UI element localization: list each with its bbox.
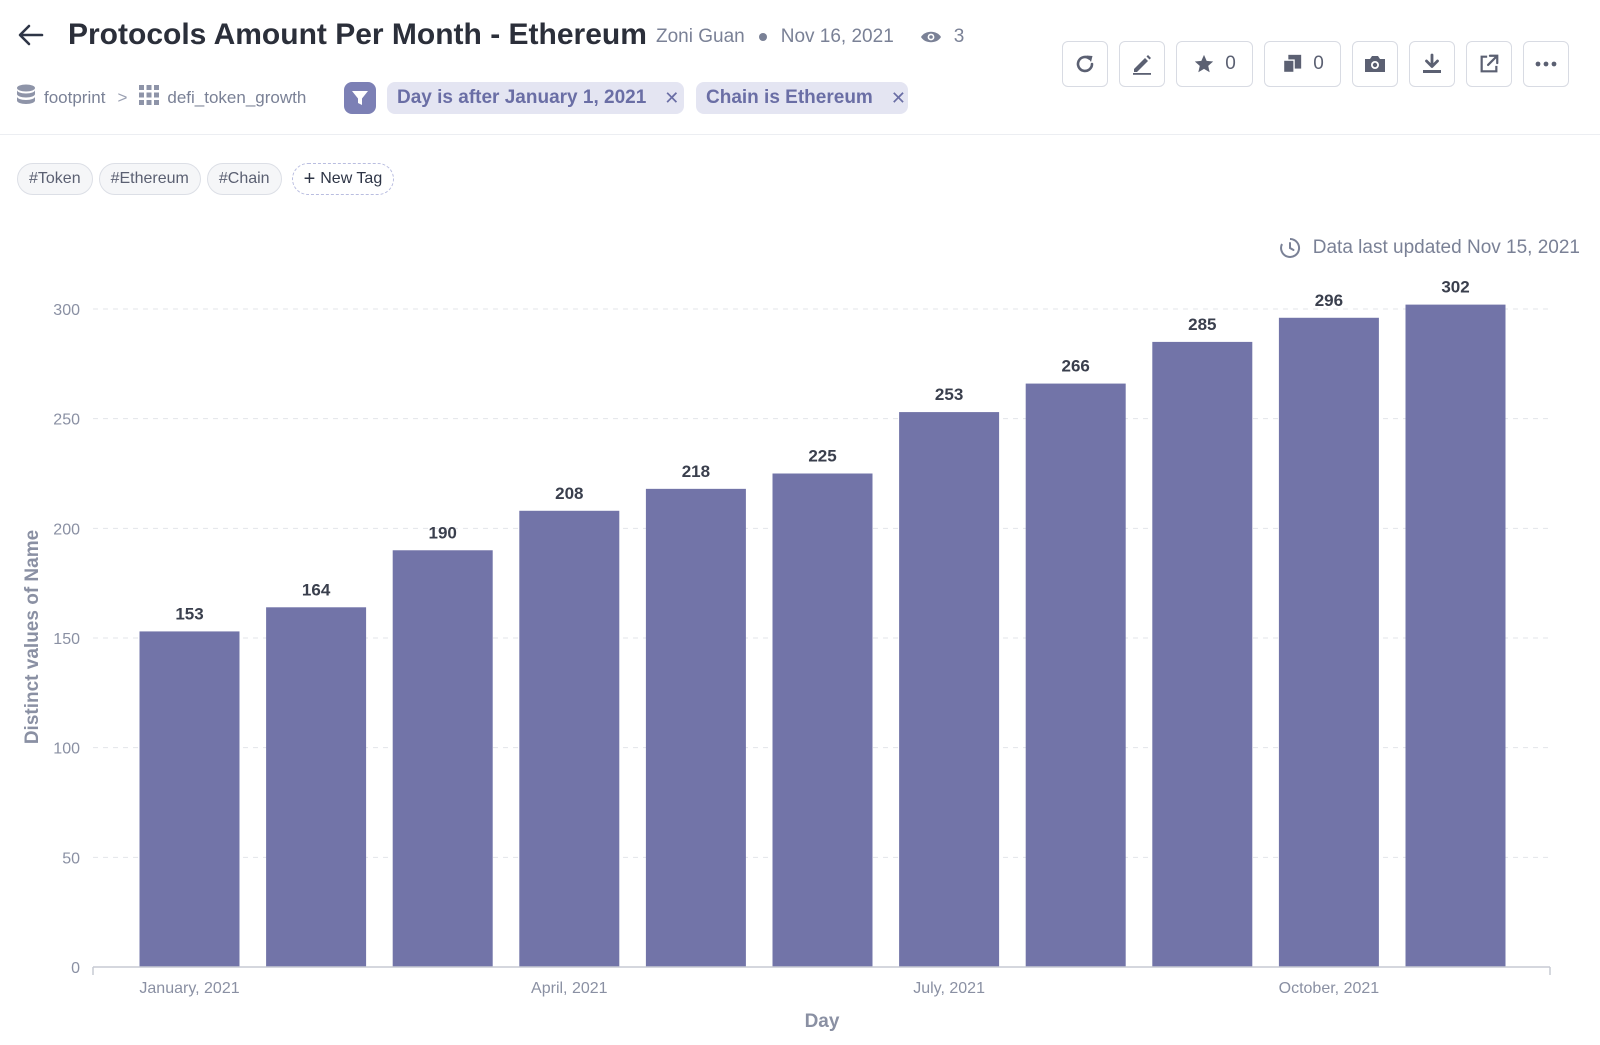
bar [899,412,1000,967]
close-icon[interactable]: ✕ [890,87,906,108]
bar [1405,304,1506,967]
breadcrumb-label: defi_token_growth [167,87,307,107]
y-tick-label: 300 [53,302,80,319]
y-tick-label: 0 [71,960,80,977]
filter-chip-chain[interactable]: Chain is Ethereum ✕ [696,82,908,114]
clock-icon [1279,237,1300,258]
data-label: 164 [302,580,331,599]
breadcrumb-label: footprint [44,87,106,107]
new-tag-label: New Tag [320,170,383,187]
more-options-button[interactable] [1523,41,1569,87]
download-button[interactable] [1409,41,1455,87]
data-label: 190 [429,523,457,542]
x-tick-label: April, 2021 [531,980,608,997]
data-label: 296 [1315,291,1343,310]
y-tick-label: 250 [53,412,80,429]
filter-chip-day[interactable]: Day is after January 1, 2021 ✕ [387,82,684,114]
bar-chart: 0 50 100 150 200 250 300 153 164 190 208 218 225 253 2… [22,278,1551,1032]
y-tick-label: 100 [53,741,80,758]
favorite-button[interactable]: 0 [1176,41,1253,87]
y-tick-label: 150 [53,631,80,648]
breadcrumb-table[interactable]: defi_token_growth [139,85,306,110]
bar [519,510,620,967]
snapshot-button[interactable] [1352,41,1398,87]
pencil-icon [1133,55,1151,75]
data-label: 253 [935,385,963,404]
more-dots-icon [1535,61,1557,67]
grid-icon [139,85,160,110]
download-icon [1423,53,1441,73]
duplicate-count: 0 [1313,53,1324,74]
header: Protocols Amount Per Month - Ethereum Zo… [0,0,1600,135]
camera-icon [1365,56,1385,72]
bar [1278,317,1379,968]
y-tick-label: 50 [62,850,80,867]
filter-icon [352,91,368,105]
edit-button[interactable] [1119,41,1165,87]
data-label: 218 [682,462,710,481]
duplicate-button[interactable]: 0 [1264,41,1341,87]
author-name[interactable]: Zoni Guan [656,26,745,47]
x-tick-label: October, 2021 [1279,980,1380,997]
y-tick-label: 200 [53,521,80,538]
breadcrumb: footprint > defi_token_growth [16,84,306,111]
database-icon [16,84,36,111]
tag-list: #Token #Ethereum #Chain + New Tag [17,163,395,195]
filter-chip-label: Day is after January 1, 2021 [397,87,647,108]
star-icon [1195,54,1214,73]
refresh-icon [1076,55,1094,73]
data-label: 285 [1188,315,1216,334]
tag-chip[interactable]: #Chain [206,163,282,195]
tag-chip[interactable]: #Token [17,163,93,195]
filter-chip-label: Chain is Ethereum [706,87,873,108]
bar [1025,383,1126,967]
plus-icon: + [303,168,316,190]
question-meta: Zoni Guan Nov 16, 2021 3 [656,26,964,48]
tag-chip[interactable]: #Ethereum [98,163,201,195]
page-title: Protocols Amount Per Month - Ethereum [68,18,647,51]
bar [772,473,873,967]
data-label: 225 [808,447,836,466]
new-tag-button[interactable]: + New Tag [291,163,395,195]
data-label: 266 [1062,357,1090,376]
external-link-icon [1480,54,1499,73]
view-count: 3 [953,26,965,47]
x-tick-label: July, 2021 [913,980,985,997]
bar [645,488,746,967]
open-external-button[interactable] [1466,41,1512,87]
created-date: Nov 16, 2021 [780,26,894,47]
x-axis-title: Day [805,1011,840,1032]
data-label: 153 [175,604,203,623]
back-arrow-icon[interactable] [16,20,46,50]
refresh-button[interactable] [1062,41,1108,87]
x-tick-label: January, 2021 [139,980,239,997]
last-updated-text: Data last updated Nov 15, 2021 [1312,237,1580,258]
close-icon[interactable]: ✕ [664,87,680,108]
bar [139,631,240,967]
data-label: 302 [1441,278,1469,297]
filter-toggle-button[interactable] [344,82,376,114]
breadcrumb-database[interactable]: footprint [16,84,105,111]
meta-dot-separator [758,33,767,41]
copy-icon [1283,54,1302,74]
data-label: 208 [555,484,583,503]
eye-icon [920,29,942,45]
last-updated: Data last updated Nov 15, 2021 [1279,237,1580,259]
bar [1152,341,1253,967]
bar [392,550,493,967]
y-axis-title: Distinct values of Name [22,530,43,744]
favorite-count: 0 [1225,53,1236,74]
breadcrumb-separator: > [117,87,128,107]
bar [266,607,367,967]
